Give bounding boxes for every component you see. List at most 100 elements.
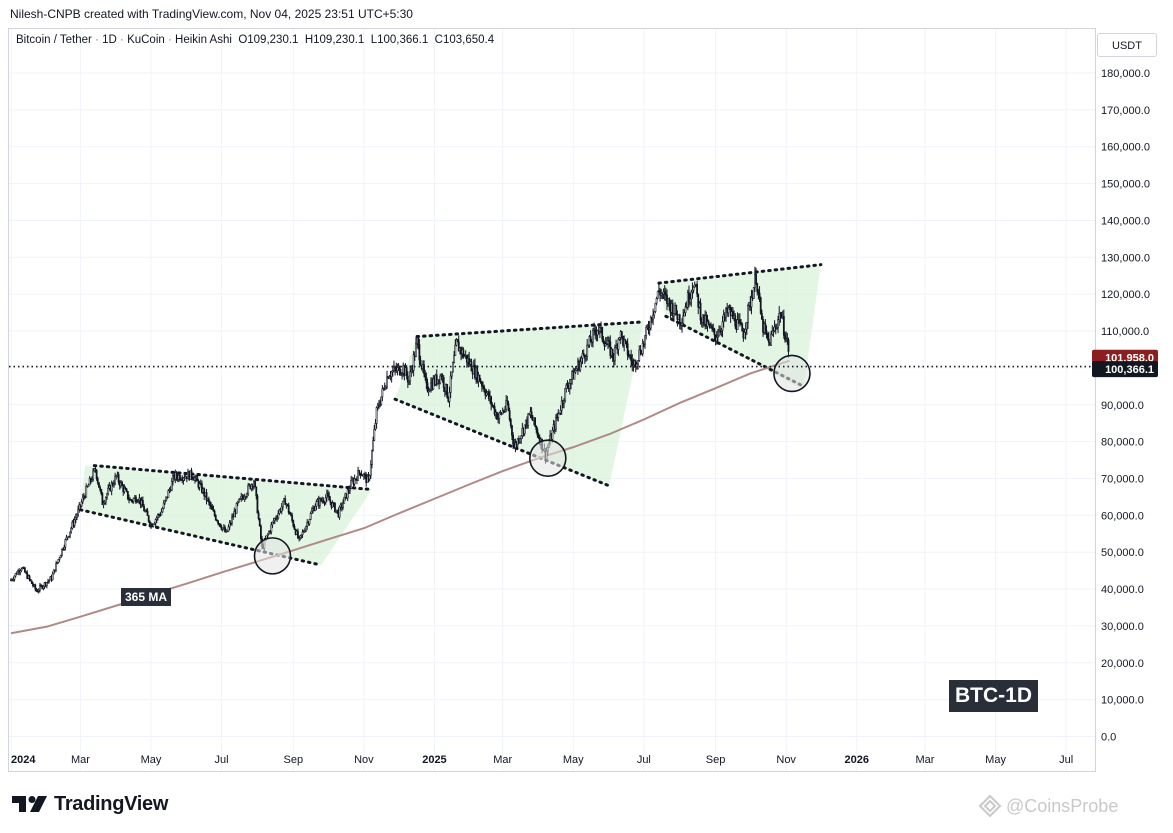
candle-body <box>626 343 629 356</box>
legend-symbol[interactable]: Bitcoin / Tether <box>16 34 92 46</box>
candle-body <box>478 374 481 382</box>
candle-body <box>607 340 609 345</box>
candle-body <box>423 364 425 374</box>
candle-body <box>301 531 304 535</box>
tradingview-logo[interactable]: TradingView <box>12 792 168 816</box>
candle-body <box>124 488 127 490</box>
candle-body <box>155 517 158 520</box>
candle-body <box>205 492 208 501</box>
pattern-trendline <box>92 464 374 492</box>
candle-body <box>200 483 203 493</box>
candle-body <box>233 511 236 518</box>
candle-body <box>602 338 605 343</box>
candle-body <box>338 506 341 518</box>
legend-separator: · <box>167 34 172 46</box>
candle-body <box>764 323 767 332</box>
candle-body <box>58 557 61 560</box>
candle-body <box>509 419 512 426</box>
candle-body <box>260 525 262 539</box>
candle-body <box>115 475 118 478</box>
candle-body <box>652 314 655 321</box>
candle-body <box>207 498 210 503</box>
candle-body <box>165 496 167 501</box>
candle-body <box>161 508 164 513</box>
x-tick-label: Nov <box>354 754 374 766</box>
candle-body <box>592 330 594 343</box>
candle-body <box>99 487 101 490</box>
candle-body <box>439 375 442 384</box>
candle-body <box>293 525 296 530</box>
candle-body <box>708 323 711 328</box>
candle-body <box>92 470 95 480</box>
y-tick-label: 0.0 <box>1101 732 1116 744</box>
candle-body <box>648 327 651 330</box>
candle-body <box>170 480 173 491</box>
candle-body <box>384 386 387 390</box>
x-tick-label: Jul <box>637 754 651 766</box>
candle-body <box>42 586 45 589</box>
candle-body <box>305 526 307 532</box>
candle-body <box>506 400 509 405</box>
candle-body <box>381 388 384 398</box>
y-tick-label: 10,000.0 <box>1101 695 1144 707</box>
candle-body <box>734 315 737 327</box>
candle-body <box>772 330 775 333</box>
x-tick-label: Sep <box>706 754 726 766</box>
candle-body <box>608 340 611 343</box>
candle-body <box>535 425 538 430</box>
candle-body <box>30 580 33 585</box>
candle-body <box>190 470 193 478</box>
candle-body <box>257 512 260 519</box>
candle-body <box>786 338 789 341</box>
candle-body <box>137 500 140 502</box>
candle-body <box>779 313 782 318</box>
chart-frame <box>8 28 1096 772</box>
ohlc-low-label: L <box>370 34 378 46</box>
candle-body <box>782 315 785 336</box>
candle-body <box>625 340 628 344</box>
candle-body <box>496 412 498 420</box>
candle-body <box>375 407 378 424</box>
pattern-trendline <box>393 397 611 488</box>
candle-body <box>372 440 375 452</box>
candle-body <box>487 391 490 400</box>
candle-body <box>530 411 533 418</box>
ohlc-open-label: O <box>238 34 248 46</box>
candle-body <box>409 371 412 382</box>
candle-body <box>605 343 608 345</box>
candle-body <box>596 330 599 336</box>
candle-body <box>758 292 761 298</box>
candle-body <box>143 506 145 512</box>
candle-body <box>498 412 501 419</box>
candle-body <box>243 496 246 500</box>
candle-body <box>722 314 725 323</box>
candle-body <box>426 382 429 392</box>
candle-body <box>235 503 238 514</box>
candle-body <box>601 327 604 340</box>
legend-interval[interactable]: 1D <box>102 34 117 46</box>
candle-body <box>175 472 178 478</box>
candle-body <box>452 362 454 373</box>
candle-body <box>359 472 362 476</box>
candle-body <box>636 363 638 368</box>
candle-body <box>715 336 718 342</box>
y-tick-label: 90,000.0 <box>1101 400 1144 412</box>
candle-body <box>244 496 247 498</box>
candle-body <box>570 379 572 384</box>
candle-body <box>736 319 739 330</box>
currency-selector[interactable]: USDT <box>1097 33 1157 57</box>
candle-body <box>343 496 346 504</box>
candle-body <box>699 302 702 321</box>
candle-body <box>453 355 456 364</box>
candle-body <box>88 478 91 486</box>
candle-body <box>766 332 769 340</box>
candle-body <box>689 298 692 303</box>
candle-body <box>623 339 626 346</box>
candle-body <box>664 293 667 296</box>
candle-body <box>590 341 593 344</box>
candle-body <box>688 292 690 303</box>
candle-body <box>373 428 376 441</box>
candle-body <box>480 382 483 387</box>
candle-body <box>765 330 768 334</box>
